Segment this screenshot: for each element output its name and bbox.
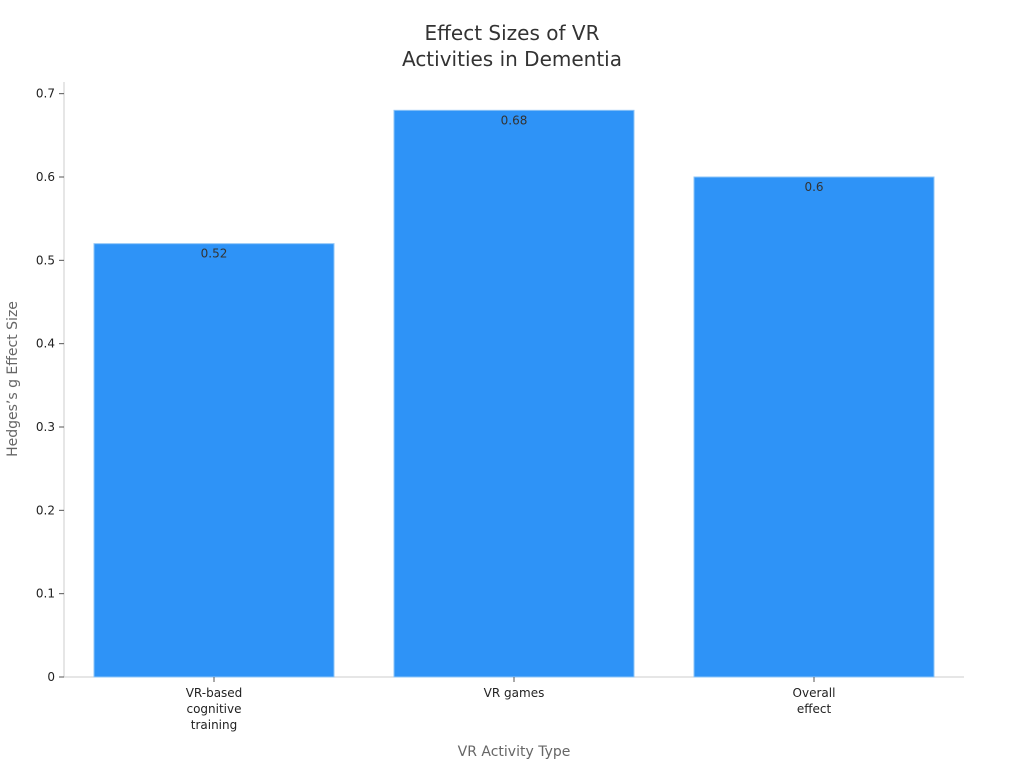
- y-tick-label: 0.6: [36, 170, 55, 184]
- y-tick-label: 0.2: [36, 503, 55, 517]
- bar: [393, 109, 635, 678]
- x-tick-label: training: [191, 718, 238, 732]
- x-axis-title: VR Activity Type: [458, 744, 571, 760]
- chart-title-line-2: Activities in Dementia: [402, 47, 622, 71]
- bar: [93, 243, 335, 678]
- y-tick-label: 0.1: [36, 587, 55, 601]
- y-tick-label: 0.4: [36, 337, 55, 351]
- x-tick-label: VR games: [484, 686, 545, 700]
- bar-value-label: 0.68: [501, 113, 528, 127]
- y-tick-label: 0: [47, 670, 55, 684]
- x-tick-label: VR-based: [186, 686, 243, 700]
- x-tick-label: effect: [797, 702, 832, 716]
- chart-title-line-1: Effect Sizes of VR: [425, 21, 600, 45]
- bar: [693, 176, 935, 678]
- y-axis-title: Hedges’s g Effect Size: [5, 301, 21, 457]
- bar-value-label: 0.6: [804, 180, 823, 194]
- x-tick-label: cognitive: [186, 702, 241, 716]
- plot-area: 0 0.1 0.2 0.3 0.4 0.5 0.6 0.7 0.52 VR-based cognit…: [36, 82, 964, 732]
- y-tick-label: 0.7: [36, 87, 55, 101]
- y-tick-label: 0.3: [36, 420, 55, 434]
- x-tick-label: Overall: [793, 686, 836, 700]
- y-tick-label: 0.5: [36, 253, 55, 267]
- bar-value-label: 0.52: [201, 247, 228, 261]
